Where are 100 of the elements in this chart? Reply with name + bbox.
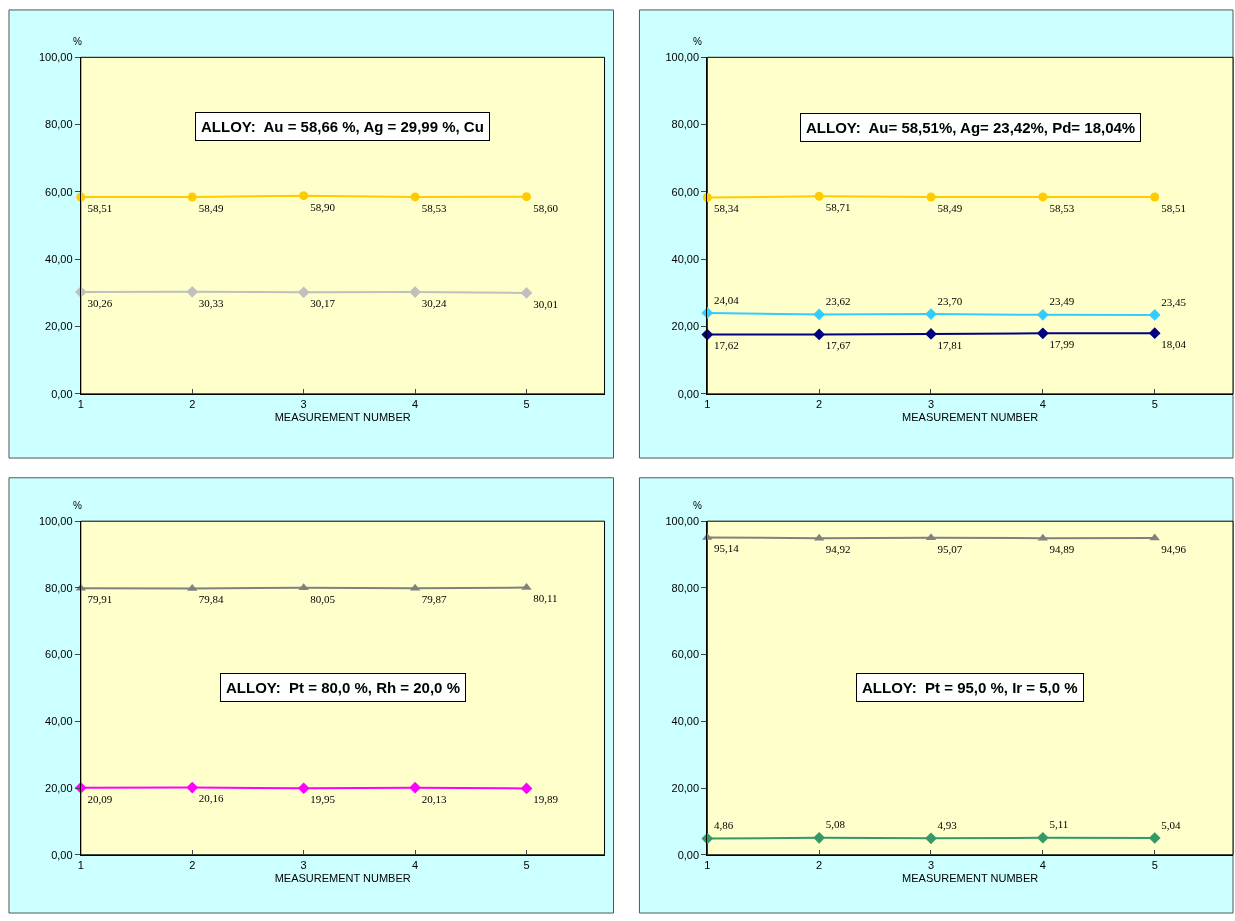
y-tick-label: 0,00 <box>51 387 73 400</box>
y-tick-label: 80,00 <box>45 581 73 594</box>
data-label: 58,90 <box>310 200 336 213</box>
x-axis-title: MEASUREMENT NUMBER <box>902 411 1039 424</box>
data-label: 94,96 <box>1161 542 1187 555</box>
x-tick-label: 4 <box>1039 858 1046 871</box>
data-label: 5,04 <box>1161 818 1182 831</box>
x-tick-label: 5 <box>1151 398 1158 411</box>
point <box>297 286 310 299</box>
data-label: 23,49 <box>1049 295 1075 308</box>
y-tick-label: 40,00 <box>45 253 73 266</box>
data-label: 79,91 <box>87 593 113 606</box>
data-label: 58,71 <box>825 201 851 214</box>
data-label: 58,51 <box>87 201 113 214</box>
data-label: 79,84 <box>198 593 225 606</box>
data-label: 20,13 <box>421 792 447 805</box>
y-tick-label: 80,00 <box>45 118 73 131</box>
data-label: 95,14 <box>713 542 740 555</box>
data-label: 30,01 <box>533 297 558 310</box>
y-tick-label: 20,00 <box>671 320 700 333</box>
point <box>520 782 533 795</box>
y-tick-label: 60,00 <box>671 648 700 661</box>
data-label: 23,45 <box>1161 295 1187 308</box>
data-label: 58,34 <box>713 202 740 215</box>
x-tick-label: 1 <box>77 858 84 871</box>
point <box>1037 308 1049 321</box>
data-label: 58,51 <box>1161 201 1187 214</box>
x-tick-label: 5 <box>1151 858 1158 871</box>
x-tick-label: 3 <box>300 398 307 411</box>
point <box>813 308 825 321</box>
x-tick-label: 2 <box>816 858 823 871</box>
y-tick-label: 20,00 <box>671 781 700 794</box>
point <box>702 532 713 540</box>
y-tick-label: 100,00 <box>665 515 700 528</box>
point <box>814 191 824 201</box>
x-tick-label: 3 <box>300 858 307 871</box>
y-tick-label: 60,00 <box>45 648 73 661</box>
y-tick-label: 40,00 <box>671 715 700 728</box>
data-label: 58,53 <box>421 201 447 214</box>
data-label: 80,05 <box>310 592 336 605</box>
point <box>409 781 421 794</box>
point <box>925 832 937 845</box>
x-tick-label: 1 <box>704 398 711 411</box>
x-tick-label: 4 <box>412 398 419 411</box>
data-label: 19,89 <box>533 793 559 806</box>
x-tick-label: 2 <box>189 858 196 871</box>
y-tick-label: 0,00 <box>677 387 700 400</box>
point <box>1037 831 1049 844</box>
data-label: 94,89 <box>1049 543 1075 556</box>
y-tick-label: 100,00 <box>665 51 700 64</box>
x-tick-label: 5 <box>523 398 530 411</box>
data-label: 23,62 <box>825 295 851 308</box>
data-label: 58,49 <box>937 201 963 214</box>
x-tick-label: 1 <box>704 858 711 871</box>
y-axis-title: % <box>73 36 82 47</box>
point <box>1038 192 1048 202</box>
y-tick-label: 80,00 <box>671 118 700 131</box>
point <box>410 192 420 202</box>
y-tick-label: 40,00 <box>45 715 73 728</box>
point <box>299 191 309 201</box>
x-tick-label: 3 <box>927 398 935 411</box>
data-label: 58,60 <box>533 201 559 214</box>
data-label: 4,93 <box>937 818 958 831</box>
data-label: 58,53 <box>1049 201 1075 214</box>
annotation: ALLOY: Pt = 95,0 %, Ir = 5,0 % <box>862 679 1078 696</box>
x-axis-title: MEASUREMENT NUMBER <box>274 411 411 424</box>
point <box>1037 327 1049 340</box>
data-label: 4,86 <box>713 819 734 832</box>
y-axis-title: % <box>693 500 702 511</box>
point <box>701 307 714 319</box>
data-label: 95,07 <box>937 542 963 555</box>
data-label: 17,81 <box>937 338 963 351</box>
data-label: 17,99 <box>1049 338 1075 351</box>
data-label: 5,08 <box>825 818 846 831</box>
point <box>1149 533 1160 541</box>
point <box>813 328 825 341</box>
y-tick-label: 100,00 <box>38 515 73 528</box>
data-label: 30,26 <box>87 296 113 309</box>
x-tick-label: 5 <box>523 858 530 871</box>
data-label: 79,87 <box>421 593 447 606</box>
data-label: 30,24 <box>421 296 447 309</box>
data-label: 18,04 <box>1161 338 1187 351</box>
point <box>187 583 198 591</box>
y-tick-label: 100,00 <box>38 51 73 64</box>
annotation: ALLOY: Au= 58,51%, Ag= 23,42%, Pd= 18,04% <box>806 119 1136 136</box>
x-tick-label: 4 <box>412 858 419 871</box>
x-tick-label: 2 <box>816 398 823 411</box>
y-tick-label: 80,00 <box>671 581 700 594</box>
data-label: 94,92 <box>825 543 851 556</box>
data-label: 58,49 <box>198 201 225 214</box>
annotation: ALLOY: Pt = 80,0 %, Rh = 20,0 % <box>226 679 460 696</box>
point <box>522 192 532 202</box>
data-label: 30,33 <box>198 296 225 309</box>
data-label: 30,17 <box>310 297 336 310</box>
point <box>409 286 421 298</box>
data-label: 80,11 <box>533 592 558 605</box>
x-tick-label: 2 <box>189 398 196 411</box>
y-tick-label: 40,00 <box>671 253 700 266</box>
x-tick-label: 1 <box>77 398 84 411</box>
data-label: 20,09 <box>87 792 113 805</box>
